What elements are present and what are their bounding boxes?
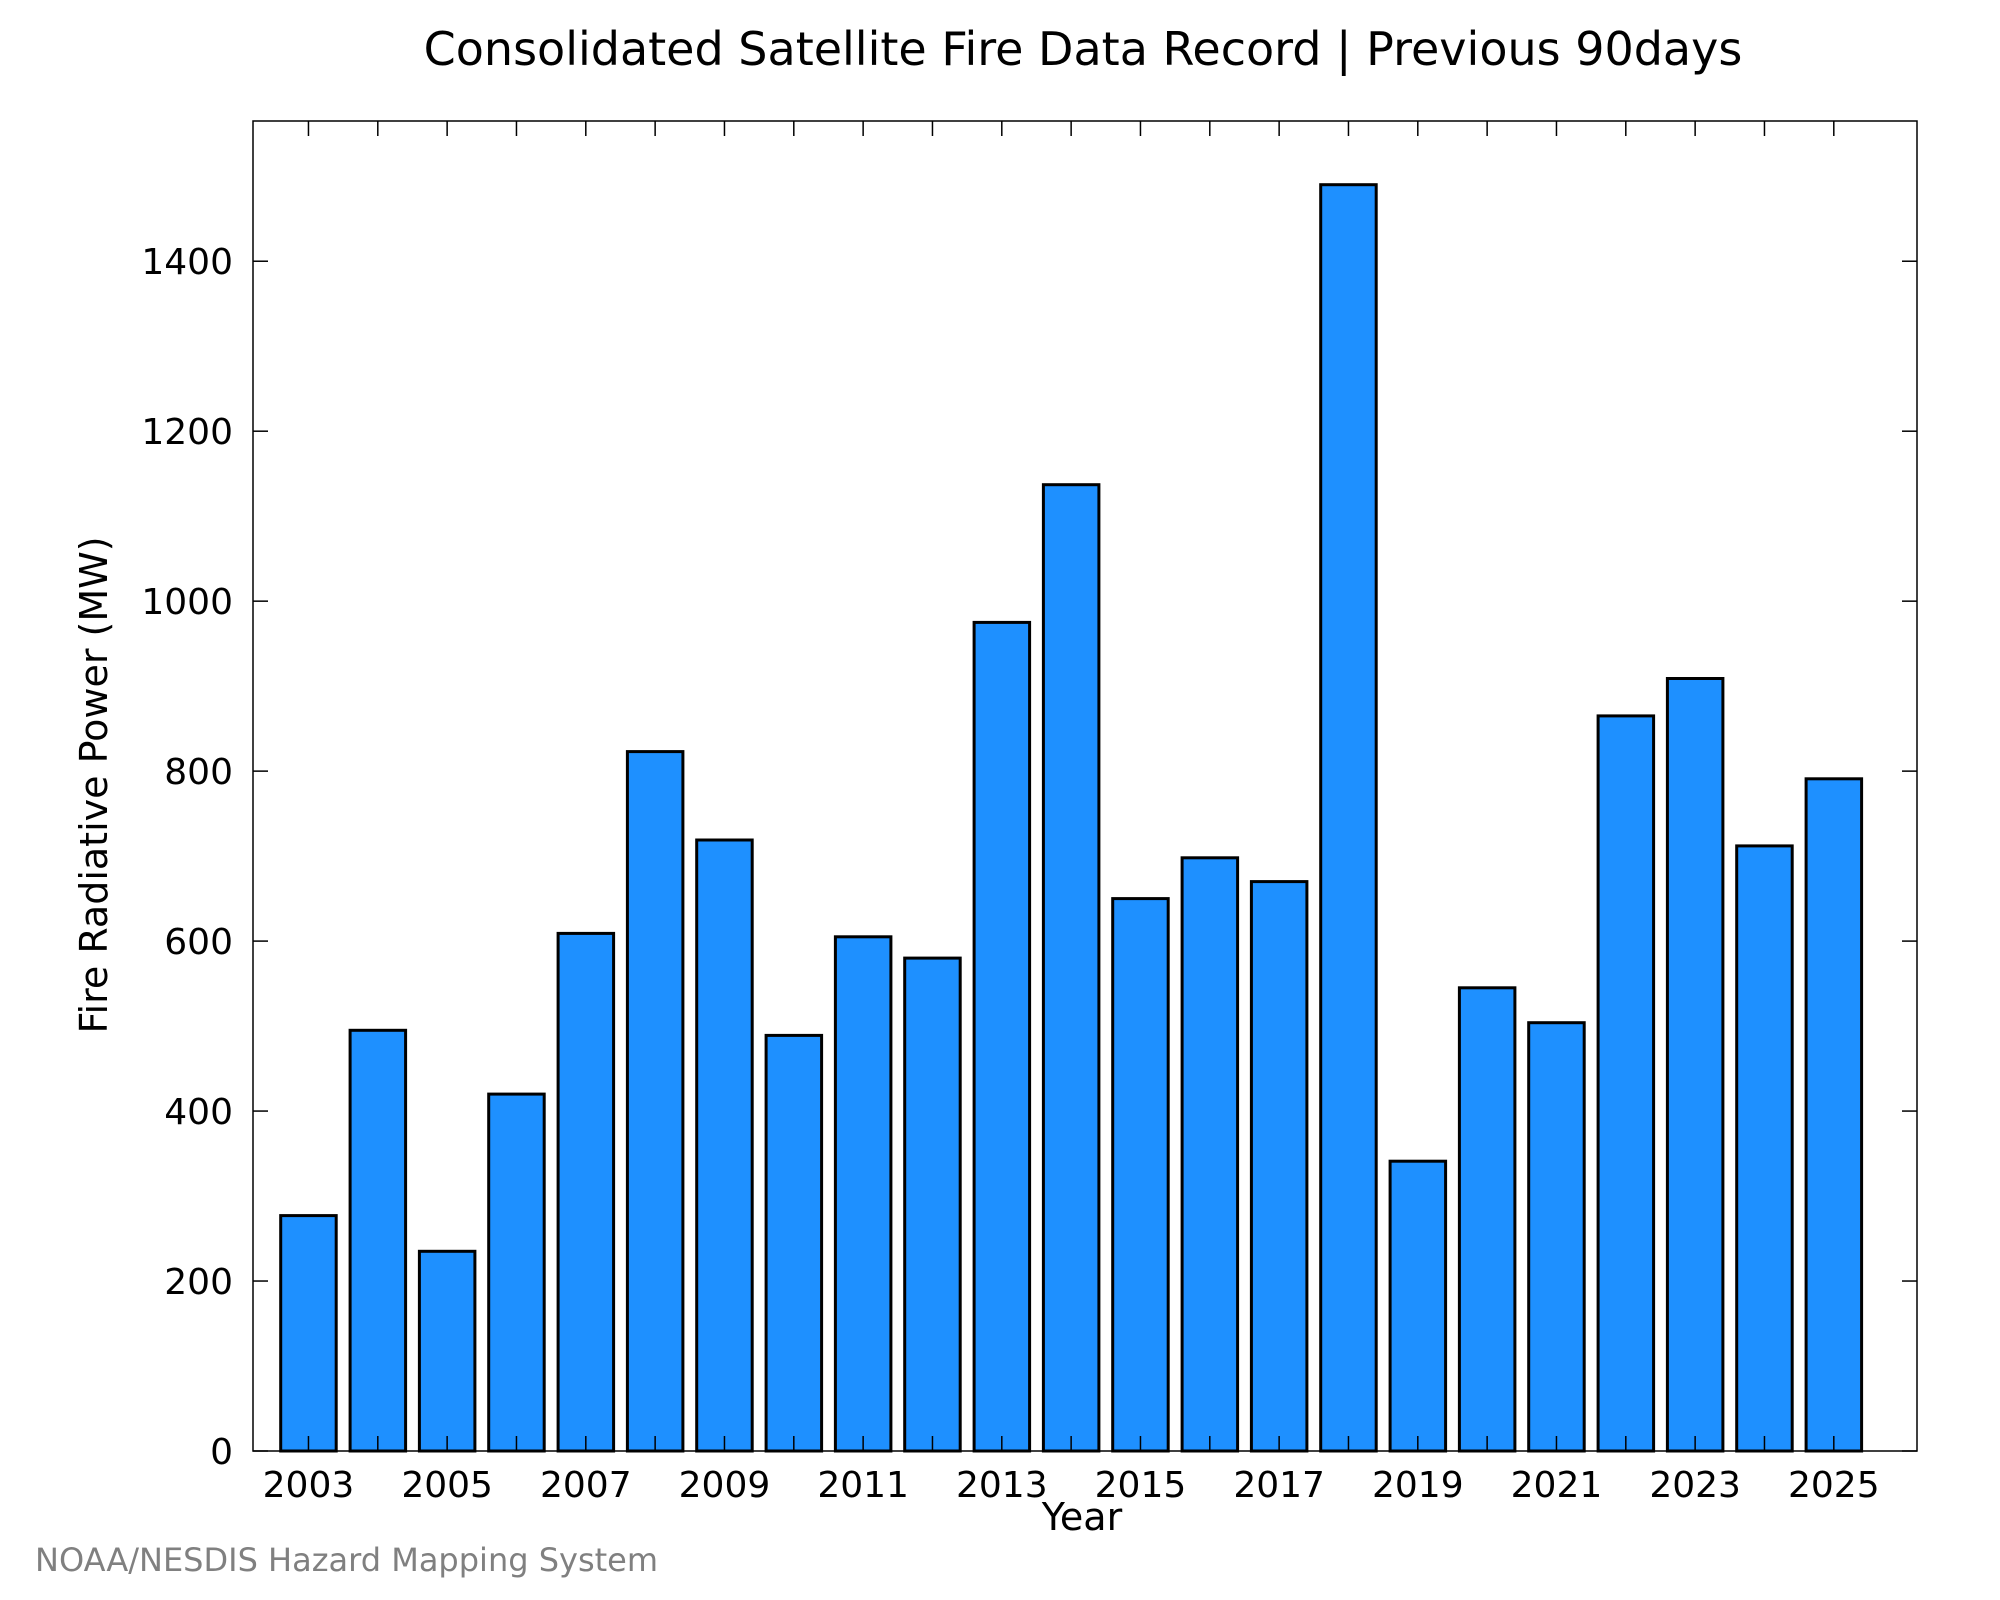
bar-2023 [1665, 677, 1725, 1453]
bar-2013 [972, 620, 1032, 1453]
x-tick-label: 2003 [263, 1465, 355, 1506]
x-tick-label: 2013 [956, 1465, 1048, 1506]
y-tick-label: 1200 [141, 412, 233, 453]
y-tick-label: 0 [210, 1432, 233, 1473]
x-tick-label: 2009 [679, 1465, 771, 1506]
x-tick-label: 2019 [1372, 1465, 1464, 1506]
bar-2017 [1249, 880, 1309, 1453]
y-tick-label: 600 [164, 922, 233, 963]
bar-2016 [1180, 856, 1240, 1453]
x-tick-label: 2023 [1649, 1465, 1741, 1506]
x-axis-ticks: 2003 2005 2007 2009 2011 2013 2015 2017 2019 2021… [263, 121, 1880, 1506]
bar-2015 [1111, 897, 1170, 1453]
y-tick-label: 200 [164, 1262, 233, 1303]
plot-area: 2003 2005 2007 2009 2011 2013 2015 2017 2019 2021… [141, 120, 1918, 1506]
y-axis-ticks: 0 200 400 600 800 1000 1200 1400 [141, 242, 1917, 1473]
bar-2005 [417, 1249, 477, 1453]
bar-2014 [1041, 483, 1101, 1453]
chart-title: Consolidated Satellite Fire Data Record … [424, 22, 1743, 77]
bar-2021 [1527, 1021, 1586, 1453]
x-tick-label: 2017 [1233, 1465, 1325, 1506]
bar-2018 [1319, 183, 1378, 1453]
x-tick-label: 2007 [540, 1465, 632, 1506]
x-tick-label: 2015 [1095, 1465, 1187, 1506]
y-tick-label: 1400 [141, 242, 233, 283]
bar-2006 [487, 1092, 546, 1453]
y-axis-label: Fire Radiative Power (MW) [72, 536, 116, 1033]
bars [279, 183, 1864, 1453]
y-tick-label: 1000 [141, 582, 233, 623]
bar-2007 [556, 931, 616, 1453]
x-tick-label: 2005 [401, 1465, 493, 1506]
bar-2011 [833, 935, 893, 1453]
x-tick-label: 2011 [817, 1465, 909, 1506]
bar-2019 [1388, 1159, 1448, 1453]
bar-2008 [625, 750, 685, 1453]
y-tick-label: 400 [164, 1092, 233, 1133]
y-tick-label: 800 [164, 752, 233, 793]
bar-2012 [903, 956, 962, 1453]
bar-2024 [1735, 844, 1794, 1453]
bar-2004 [348, 1028, 408, 1453]
x-axis-label: Year [1041, 1495, 1123, 1539]
bar-2022 [1596, 714, 1656, 1453]
bar-2020 [1457, 986, 1517, 1453]
x-tick-label: 2021 [1511, 1465, 1603, 1506]
bar-2009 [695, 838, 754, 1453]
x-tick-label: 2025 [1788, 1465, 1880, 1506]
bar-2025 [1804, 777, 1864, 1453]
credit-text: NOAA/NESDIS Hazard Mapping System [35, 1541, 658, 1579]
bar-2010 [764, 1033, 824, 1453]
bar-2003 [279, 1214, 338, 1453]
